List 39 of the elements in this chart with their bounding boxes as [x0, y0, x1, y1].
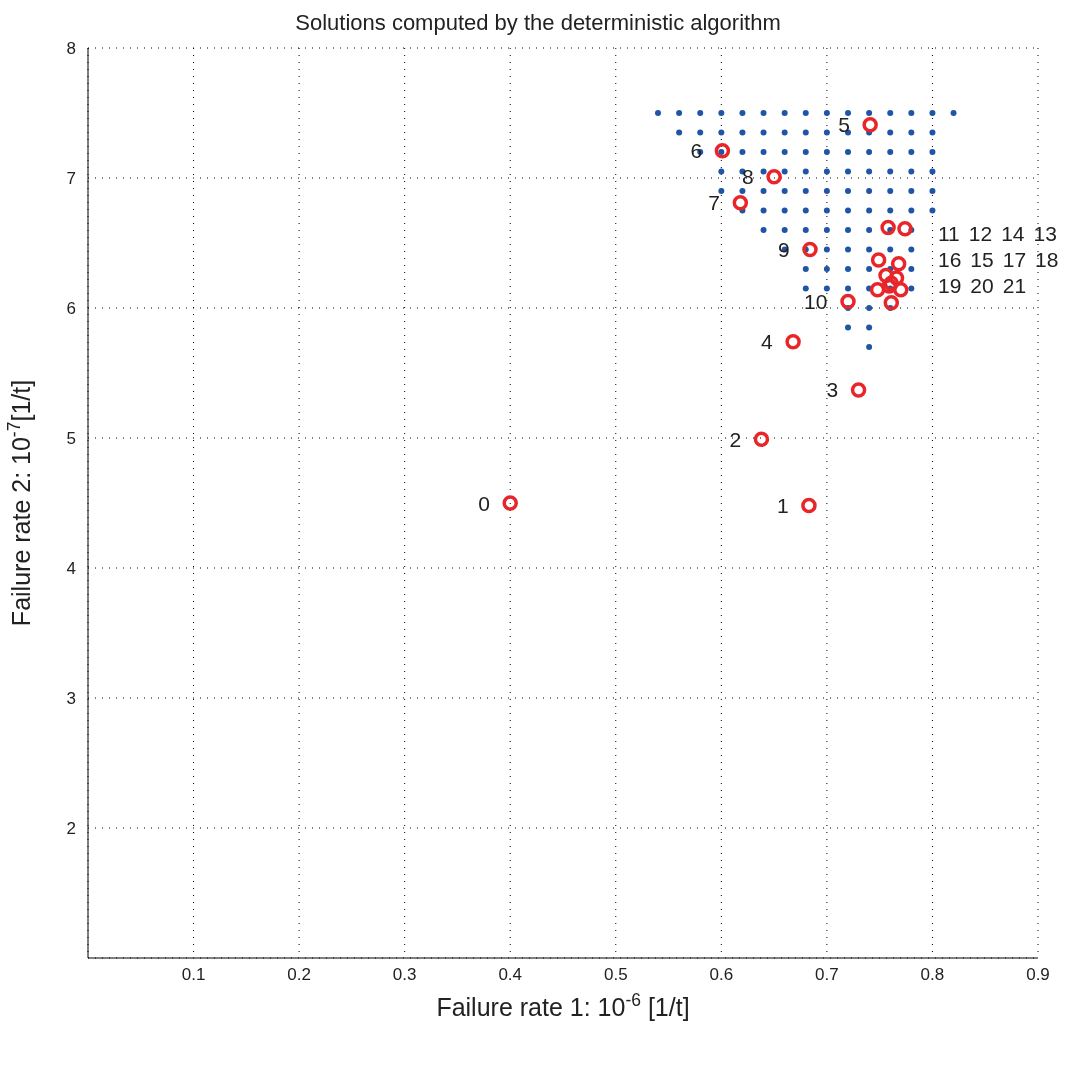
annotation: 12	[968, 222, 993, 245]
annotation: 21	[1002, 274, 1027, 297]
x-tick-label: 0.8	[920, 965, 945, 985]
y-tick-label: 2	[66, 819, 76, 839]
x-tick-label: 0.6	[709, 965, 734, 985]
annotation: 11	[938, 222, 960, 245]
annotation: 7	[708, 191, 721, 215]
x-tick-label: 0.7	[815, 965, 839, 985]
annotation: 17	[1002, 248, 1027, 271]
y-tick-label: 6	[66, 299, 76, 319]
x-tick-label: 0.2	[287, 965, 311, 985]
y-tick-label: 3	[66, 689, 76, 709]
annotation: 5	[838, 113, 850, 137]
x-tick-label: 0.9	[1026, 965, 1050, 985]
annotation: 0	[478, 491, 490, 515]
x-tick-label: 0.4	[498, 965, 523, 985]
annotation: 16	[938, 248, 962, 271]
annotation: 8	[742, 165, 754, 189]
x-tick-label: 0.1	[181, 965, 206, 985]
annotation: 13	[1033, 222, 1057, 245]
y-tick-label: 8	[66, 39, 76, 59]
annotation: 3	[826, 378, 839, 402]
y-tick-label: 4	[66, 559, 76, 579]
annotation: 15	[970, 248, 994, 271]
annotation: 4	[761, 330, 774, 354]
annotation: 19	[938, 274, 962, 297]
annotation: 10	[804, 290, 828, 313]
y-tick-label: 7	[66, 169, 76, 189]
annotation: 6	[690, 139, 703, 163]
annotation: 2	[729, 427, 742, 451]
y-tick-label: 5	[66, 429, 76, 449]
annotation: 18	[1035, 248, 1059, 271]
annotation: 20	[970, 274, 994, 297]
x-axis-title: Failure rate 1: 10$^{-6}$ [1/t]	[436, 990, 690, 1021]
annotation: 14	[1001, 222, 1025, 245]
chart-title: Solutions computed by the deterministic algorithm	[294, 9, 782, 37]
x-tick-label: 0.5	[603, 965, 628, 985]
annotation: 1	[776, 494, 789, 518]
x-tick-label: 0.3	[392, 965, 417, 985]
